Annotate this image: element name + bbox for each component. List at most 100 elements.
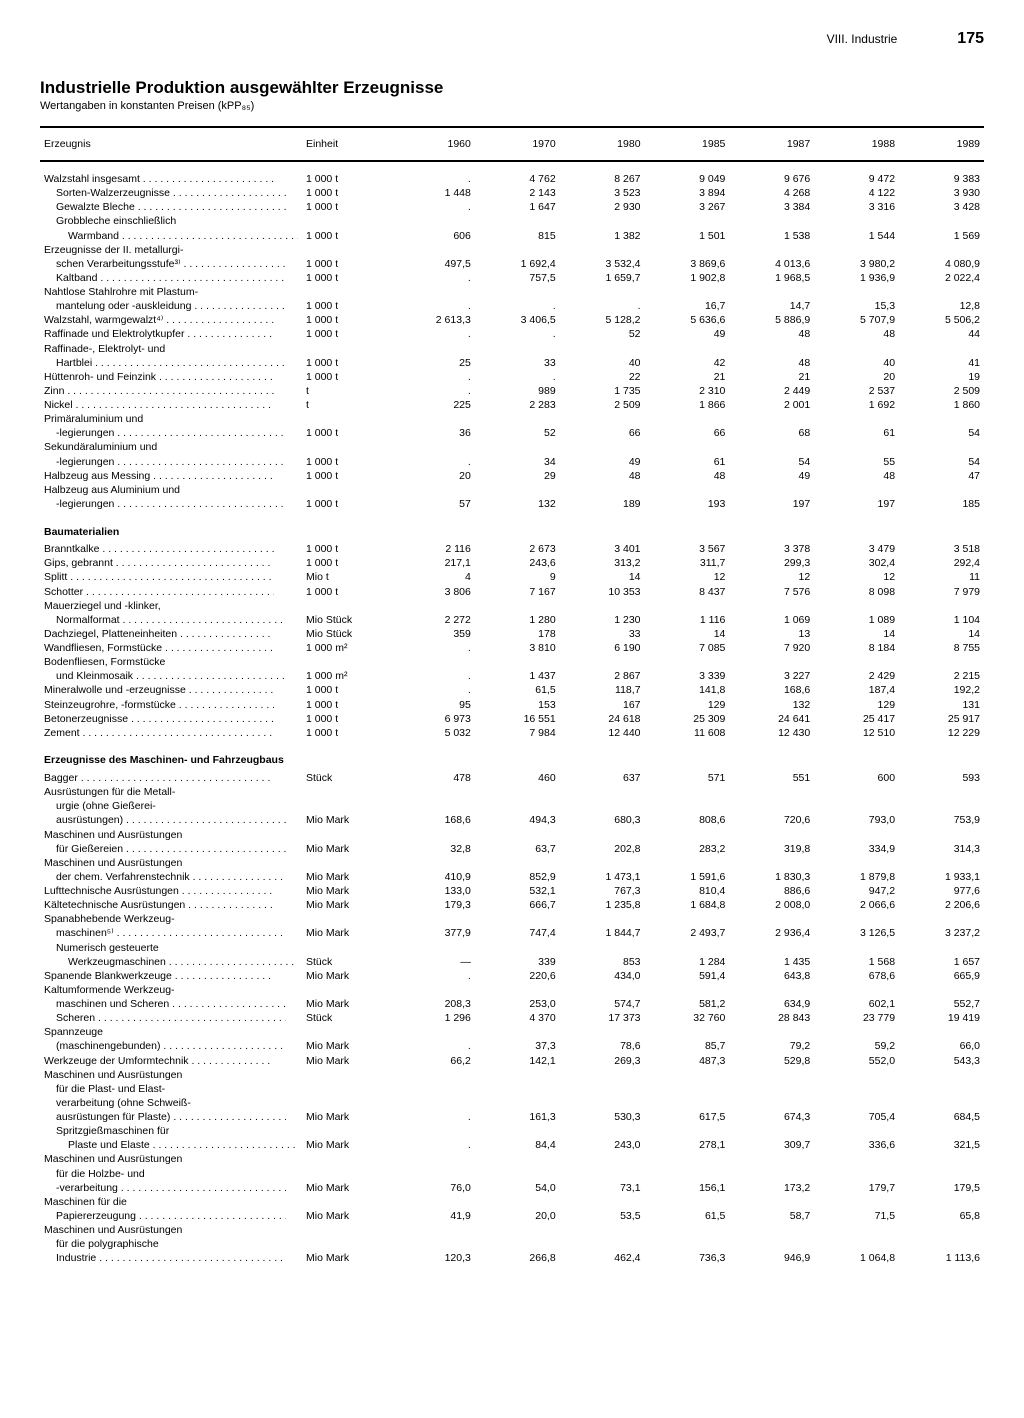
value-cell: 1 435 <box>729 955 814 969</box>
value-cell: 208,3 <box>390 998 475 1012</box>
unit-cell <box>302 483 390 497</box>
value-cell: 66,2 <box>390 1054 475 1068</box>
value-cell <box>899 1082 984 1096</box>
value-cell: 59,2 <box>814 1040 899 1054</box>
value-cell: 61,5 <box>475 684 560 698</box>
unit-cell: Mio Stück <box>302 613 390 627</box>
product-label: Raffinade-, Elektrolyt- und <box>40 342 302 356</box>
value-cell <box>475 286 560 300</box>
value-cell: 202,8 <box>560 842 645 856</box>
value-cell: 12 510 <box>814 726 899 740</box>
value-cell: 9 049 <box>645 173 730 187</box>
value-cell <box>729 1026 814 1040</box>
table-row: -verarbeitung . . . . . . . . . . . . . … <box>40 1181 984 1195</box>
value-cell <box>645 656 730 670</box>
product-label: Papiererzeugung . . . . . . . . . . . . … <box>40 1209 302 1223</box>
value-cell: 3 518 <box>899 543 984 557</box>
value-cell: 14 <box>814 627 899 641</box>
table-row: Ausrüstungen für die Metall- <box>40 786 984 800</box>
value-cell: 3 523 <box>560 187 645 201</box>
value-cell: 5 636,6 <box>645 314 730 328</box>
unit-cell: 1 000 t <box>302 497 390 511</box>
value-cell <box>729 913 814 927</box>
value-cell: 12 430 <box>729 726 814 740</box>
value-cell: 1 569 <box>899 229 984 243</box>
value-cell: 253,0 <box>475 998 560 1012</box>
value-cell <box>475 913 560 927</box>
table-row: Spritzgießmaschinen für <box>40 1125 984 1139</box>
unit-cell: 1 000 t <box>302 698 390 712</box>
value-cell <box>645 1026 730 1040</box>
value-cell <box>475 1026 560 1040</box>
table-row: Nahtlose Stahlrohre mit Plastum- <box>40 286 984 300</box>
value-cell: 118,7 <box>560 684 645 698</box>
value-cell: 95 <box>390 698 475 712</box>
product-label: Kaltband . . . . . . . . . . . . . . . .… <box>40 271 302 285</box>
value-cell: 2 008,0 <box>729 899 814 913</box>
value-cell <box>475 215 560 229</box>
value-cell: 4 268 <box>729 187 814 201</box>
value-cell <box>729 1125 814 1139</box>
value-cell: 48 <box>814 328 899 342</box>
product-label: Zement . . . . . . . . . . . . . . . . .… <box>40 726 302 740</box>
table-row: Dachziegel, Platteneinheiten . . . . . .… <box>40 627 984 641</box>
section-header: Erzeugnisse des Maschinen- und Fahrzeugb… <box>40 740 984 771</box>
value-cell: 20 <box>814 370 899 384</box>
value-cell: 5 032 <box>390 726 475 740</box>
unit-cell: 1 000 t <box>302 187 390 201</box>
col-header: 1980 <box>560 128 645 161</box>
value-cell: 2 936,4 <box>729 927 814 941</box>
value-cell: 52 <box>475 427 560 441</box>
value-cell: 22 <box>560 370 645 384</box>
unit-cell: 1 000 t <box>302 173 390 187</box>
value-cell <box>645 856 730 870</box>
table-row: Warmband . . . . . . . . . . . . . . . .… <box>40 229 984 243</box>
value-cell <box>390 342 475 356</box>
value-cell: 5 128,2 <box>560 314 645 328</box>
value-cell <box>560 1082 645 1096</box>
value-cell: 9 472 <box>814 173 899 187</box>
value-cell <box>560 786 645 800</box>
product-label: Zinn . . . . . . . . . . . . . . . . . .… <box>40 384 302 398</box>
unit-cell: Mio Mark <box>302 1054 390 1068</box>
table-row: verarbeitung (ohne Schweiß- <box>40 1096 984 1110</box>
unit-cell: Mio Mark <box>302 1252 390 1266</box>
value-cell <box>814 800 899 814</box>
value-cell: 84,4 <box>475 1139 560 1153</box>
value-cell: 1 936,9 <box>814 271 899 285</box>
product-label: -legierungen . . . . . . . . . . . . . .… <box>40 497 302 511</box>
value-cell <box>729 599 814 613</box>
value-cell <box>814 1096 899 1110</box>
value-cell <box>899 1224 984 1238</box>
table-row: Raffinade-, Elektrolyt- und <box>40 342 984 356</box>
value-cell <box>645 1224 730 1238</box>
value-cell: 852,9 <box>475 870 560 884</box>
product-label: ausrüstungen) . . . . . . . . . . . . . … <box>40 814 302 828</box>
unit-cell: 1 000 t <box>302 712 390 726</box>
unit-cell: 1 000 t <box>302 201 390 215</box>
value-cell: 1 568 <box>814 955 899 969</box>
value-cell: . <box>390 969 475 983</box>
product-label: Spritzgießmaschinen für <box>40 1125 302 1139</box>
value-cell <box>729 856 814 870</box>
unit-cell <box>302 941 390 955</box>
value-cell: 21 <box>645 370 730 384</box>
value-cell: . <box>475 328 560 342</box>
value-cell: 225 <box>390 399 475 413</box>
product-label: Werkzeugmaschinen . . . . . . . . . . . … <box>40 955 302 969</box>
value-cell <box>390 1224 475 1238</box>
value-cell: 141,8 <box>645 684 730 698</box>
value-cell: 793,0 <box>814 814 899 828</box>
unit-cell <box>302 786 390 800</box>
unit-cell <box>302 1224 390 1238</box>
value-cell: 3 894 <box>645 187 730 201</box>
value-cell <box>899 828 984 842</box>
value-cell: 156,1 <box>645 1181 730 1195</box>
value-cell: 666,7 <box>475 899 560 913</box>
value-cell: 1 473,1 <box>560 870 645 884</box>
unit-cell: Mio Mark <box>302 842 390 856</box>
product-label: Scheren . . . . . . . . . . . . . . . . … <box>40 1012 302 1026</box>
value-cell: 336,6 <box>814 1139 899 1153</box>
value-cell: 178 <box>475 627 560 641</box>
value-cell: 132 <box>475 497 560 511</box>
